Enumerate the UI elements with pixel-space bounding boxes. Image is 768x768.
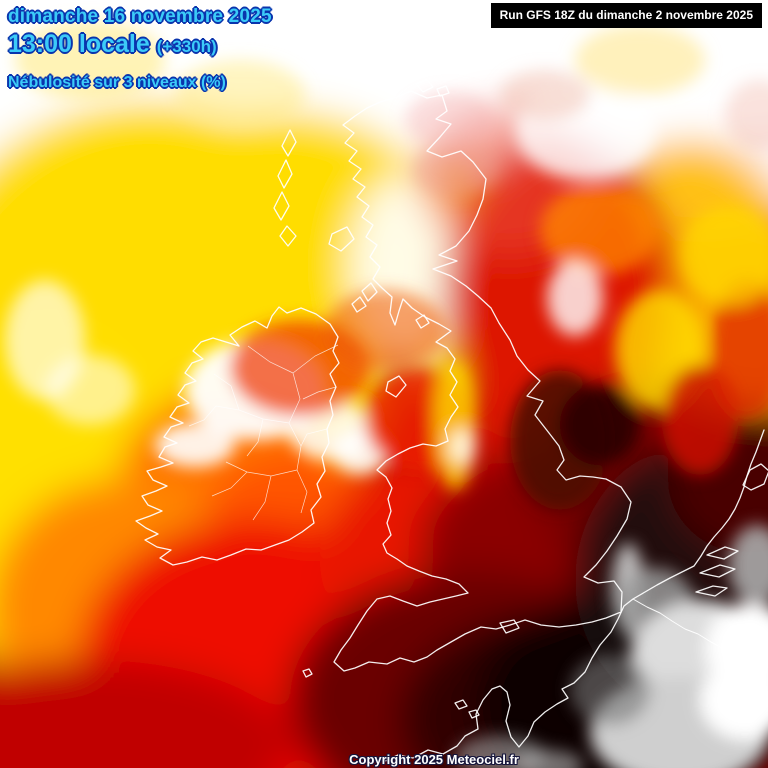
copyright-notice: Copyright 2025 Meteociel.fr [349,752,519,767]
forecast-local-time: 13:00 locale [8,30,150,58]
islands-hebrides [273,129,297,247]
forecast-time-line: 13:00 locale (+330h) [8,30,272,61]
forecast-header: dimanche 16 novembre 2025 13:00 locale (… [8,6,272,92]
ireland-county-borders [188,344,339,521]
forecast-hour-offset: (+330h) [156,37,217,56]
model-run-banner: Run GFS 18Z du dimanche 2 novembre 2025 [490,3,762,28]
islands-orkney [415,79,450,97]
islands-islay-jura [351,282,378,313]
islands-scilly [302,668,313,678]
island-isle-of-wight [499,619,520,634]
coastlines [135,79,768,763]
coastline-zeeland-islands [695,546,739,597]
islands-channel [454,699,480,719]
coastline-dutch-lake [742,463,768,491]
island-arran [415,314,430,329]
coastline-ireland [135,306,340,566]
coastline-great-britain [333,90,632,672]
island-isle-of-man [385,375,407,398]
forecast-date: dimanche 16 novembre 2025 [8,6,272,27]
map-parameter-title: Nébulosité sur 3 niveaux (%) [8,74,226,91]
border-france-belgium [632,598,768,665]
coastline-continent [382,429,765,763]
island-skye [328,226,355,252]
